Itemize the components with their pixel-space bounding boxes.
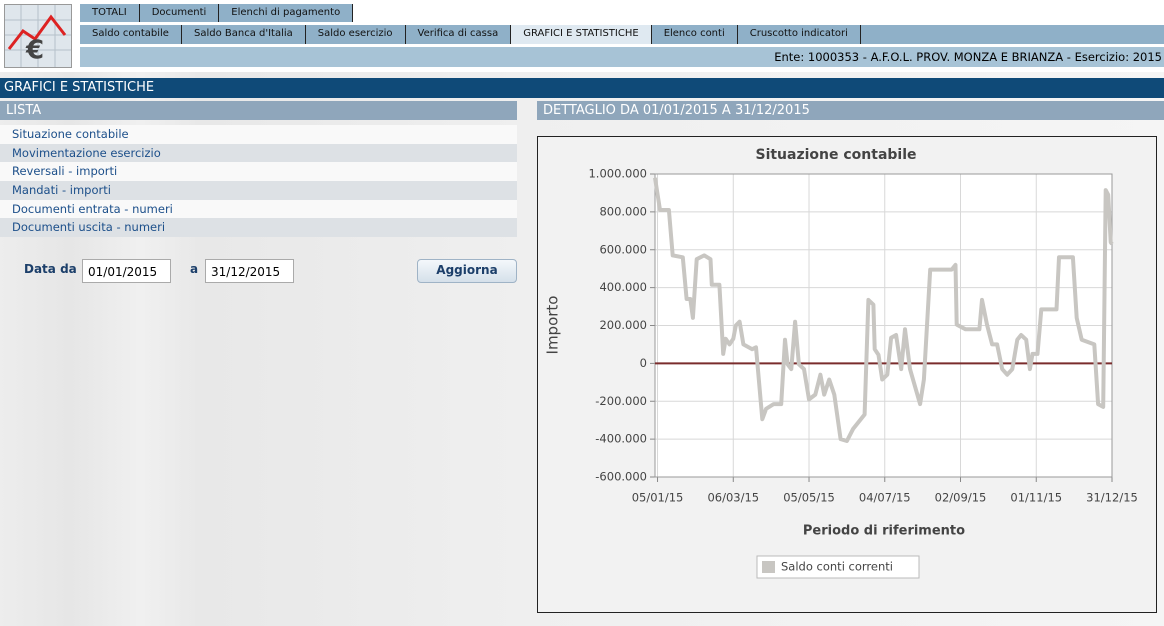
sub-tabs: Saldo contabile Saldo Banca d'Italia Sal… [80,25,1164,44]
list-item[interactable]: Documenti uscita - numeri [0,218,517,238]
update-button[interactable]: Aggiorna [417,259,517,283]
logo-icon: € [5,5,71,67]
x-tick-label: 31/12/15 [1086,491,1138,505]
x-axis-label: Periodo di riferimento [803,524,965,539]
list-item[interactable]: Situazione contabile [0,125,517,144]
tab[interactable]: Elenco conti [652,25,738,44]
tab[interactable]: TOTALI [80,4,140,22]
from-input[interactable]: 01/01/2015 [82,259,171,283]
entity-bar: Ente: 1000353 - A.F.O.L. PROV. MONZA E B… [80,47,1164,67]
tab[interactable]: GRAFICI E STATISTICHE [511,25,652,44]
from-label: Data da [24,262,77,276]
to-input[interactable]: 31/12/2015 [205,259,294,283]
x-tick-label: 05/01/15 [632,491,684,505]
list-item[interactable]: Documenti entrata - numeri [0,199,517,219]
y-tick-label: 0 [640,356,647,370]
detail-title: DETTAGLIO DA 01/01/2015 A 31/12/2015 [537,101,1164,120]
y-tick-label: -200.000 [595,394,647,408]
svg-text:€: € [25,36,44,66]
y-tick-label: 600.000 [599,242,647,256]
data-line [653,177,1114,443]
y-tick-label: 400.000 [599,280,647,294]
tab[interactable]: Verifica di cassa [406,25,512,44]
to-label: a [190,262,199,276]
list: Situazione contabile Movimentazione eser… [0,125,517,238]
x-tick-label: 05/05/15 [783,491,835,505]
list-item[interactable]: Movimentazione esercizio [0,143,517,163]
x-tick-label: 01/11/15 [1010,491,1062,505]
y-tick-label: 1.000.000 [588,167,647,181]
main-tabs: TOTALI Documenti Elenchi di pagamento [80,4,354,22]
tab[interactable]: Cruscotto indicatori [738,25,861,44]
logo: € [4,4,72,68]
x-tick-label: 02/09/15 [935,491,987,505]
tab[interactable]: Documenti [140,4,220,22]
x-tick-label: 06/03/15 [707,491,759,505]
y-tick-label: -400.000 [595,432,647,446]
tab[interactable]: Saldo esercizio [306,25,406,44]
legend-swatch [762,561,775,573]
legend-label: Saldo conti correnti [781,560,893,574]
tab[interactable]: Elenchi di pagamento [219,4,354,22]
entity: Ente: 1000353 - A.F.O.L. PROV. MONZA E B… [774,50,1162,64]
y-axis-label: Importo [544,296,562,355]
legend-box [756,555,920,579]
list-title: LISTA [0,101,517,120]
tab[interactable]: Saldo Banca d'Italia [182,25,306,44]
y-tick-label: 200.000 [599,318,647,332]
header: € TOTALI Documenti Elenchi di pagamento … [0,0,1164,72]
chart-title: Situazione contabile [755,147,916,163]
y-tick-label: -600.000 [595,470,647,484]
y-tick-label: 800.000 [599,204,647,218]
section-title: GRAFICI E STATISTICHE [0,78,1164,98]
tab[interactable]: Saldo contabile [80,25,182,44]
list-item[interactable]: Reversali - importi [0,162,517,182]
list-item[interactable]: Mandati - importi [0,181,517,200]
x-tick-label: 04/07/15 [859,491,911,505]
plot-border [654,173,1113,478]
